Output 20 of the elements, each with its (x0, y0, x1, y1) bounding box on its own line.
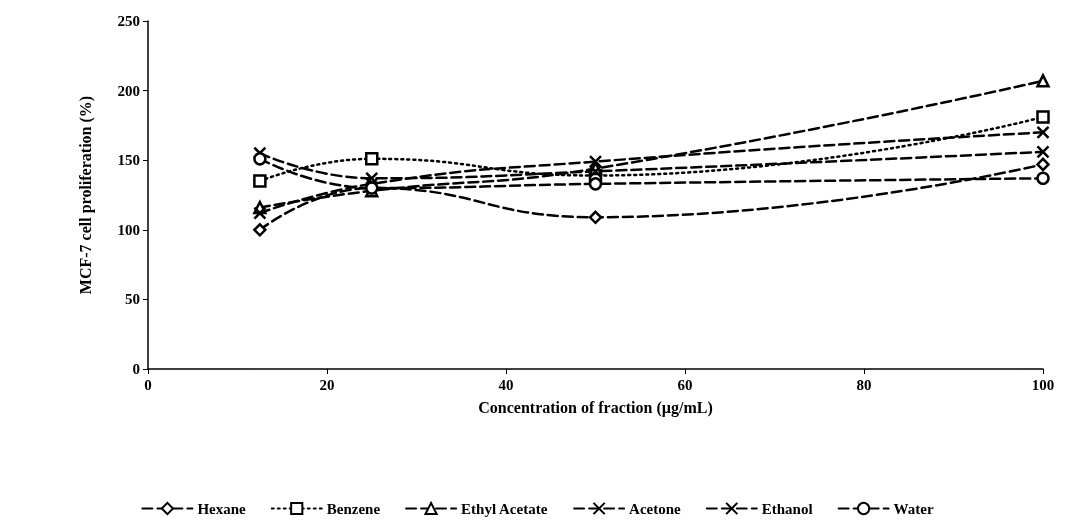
x-tick-label: 20 (319, 376, 335, 393)
legend-label: Ethyl Acetate (461, 500, 548, 517)
x-tick-label: 60 (677, 376, 693, 393)
y-tick-label: 150 (117, 152, 140, 169)
y-tick-label: 50 (125, 291, 140, 308)
y-tick-label: 250 (117, 13, 140, 29)
x-tick-label: 0 (144, 376, 152, 393)
x-axis-title: Concentration of fraction (µg/mL) (478, 398, 713, 417)
y-axis-title: MCF-7 cell proliferation (%) (76, 95, 95, 295)
x-tick-label: 100 (1031, 376, 1055, 393)
legend-label: Benzene (326, 500, 381, 517)
legend-label: Ethanol (761, 500, 813, 517)
y-tick-label: 200 (117, 82, 140, 99)
legend-label: Acetone (629, 500, 682, 517)
legend-label: Water (893, 500, 934, 517)
legend-label: Hexane (197, 500, 247, 517)
y-tick-label: 0 (132, 361, 140, 377)
x-tick-label: 40 (498, 376, 514, 393)
y-tick-label: 100 (117, 221, 140, 238)
x-tick-label: 80 (856, 376, 872, 393)
